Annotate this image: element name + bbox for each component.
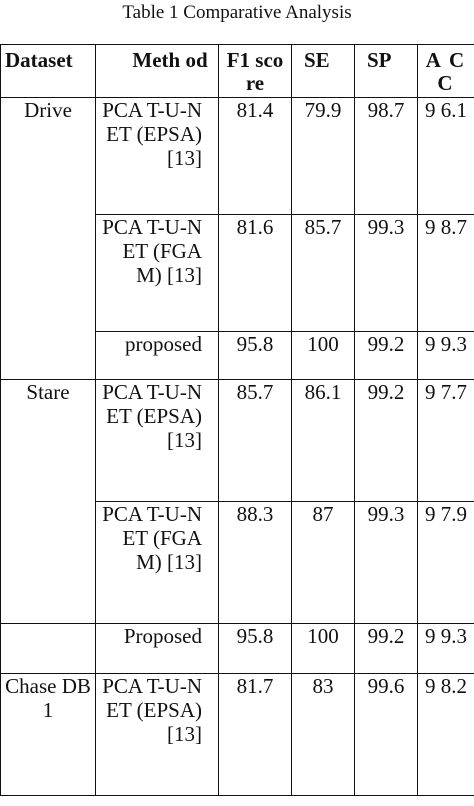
method-cell: PCA T-U-NET (FGAM) [13] xyxy=(95,501,219,624)
acc-cell: 9 8.7 xyxy=(417,214,474,332)
method-cell: PCA T-U-NET (FGAM) [13] xyxy=(95,214,219,332)
se-cell: 86.1 xyxy=(291,379,355,502)
sp-cell: 99.2 xyxy=(354,623,418,674)
dataset-cell: Stare xyxy=(0,379,96,624)
sp-cell: 99.3 xyxy=(354,214,418,332)
acc-cell: 9 9.3 xyxy=(417,331,474,380)
se-cell: 87 xyxy=(291,501,355,624)
sp-cell: 99.2 xyxy=(354,379,418,502)
dataset-cell: Drive xyxy=(0,97,96,380)
header-row: Dataset Meth od F1 score SE SP A CC xyxy=(0,44,474,98)
f1-score-cell: 85.7 xyxy=(218,379,292,502)
sp-cell: 99.6 xyxy=(354,673,418,796)
header-dataset: Dataset xyxy=(0,44,96,98)
table-row: Chase DB1 PCA T-U-NET (EPSA) [13] 81.7 83 99… xyxy=(0,673,474,796)
f1-score-cell: 81.6 xyxy=(218,214,292,332)
table-row: Proposed 95.8 100 99.2 9 9.3 xyxy=(0,623,474,674)
se-cell: 100 xyxy=(291,331,355,380)
table-caption: Table 1 Comparative Analysis xyxy=(122,2,352,23)
se-cell: 83 xyxy=(291,673,355,796)
table-row: proposed 95.8 100 99.2 9 9.3 xyxy=(1,331,474,380)
header-acc: A CC xyxy=(417,44,474,98)
table-row: PCA T-U-NET (FGAM) [13] 81.6 85.7 99.3 9 8.7 xyxy=(1,214,474,332)
method-cell: PCA T-U-NET (EPSA) [13] xyxy=(95,97,219,215)
dataset-cell xyxy=(0,623,96,674)
f1-score-cell: 95.8 xyxy=(218,331,292,380)
method-cell: proposed xyxy=(95,331,219,380)
se-cell: 79.9 xyxy=(291,97,355,215)
header-sp: SP xyxy=(354,44,418,98)
sp-cell: 98.7 xyxy=(354,97,418,215)
f1-score-cell: 88.3 xyxy=(218,501,292,624)
method-cell: PCA T-U-NET (EPSA) [13] xyxy=(95,379,219,502)
method-cell: PCA T-U-NET (EPSA) [13] xyxy=(95,673,219,796)
header-method: Meth od xyxy=(95,44,219,98)
method-cell: Proposed xyxy=(95,623,219,674)
acc-cell: 9 8.2 xyxy=(417,673,474,796)
se-cell: 85.7 xyxy=(291,214,355,332)
f1-score-cell: 81.4 xyxy=(218,97,292,215)
table-row: PCA T-U-NET (FGAM) [13] 88.3 87 99.3 9 7.9 xyxy=(1,501,474,624)
f1-score-cell: 95.8 xyxy=(218,623,292,674)
f1-score-cell: 81.7 xyxy=(218,673,292,796)
table-row: Drive PCA T-U-NET (EPSA) [13] 81.4 79.9 98.7… xyxy=(0,97,474,380)
acc-cell: 9 9.3 xyxy=(417,623,474,674)
se-cell: 100 xyxy=(291,623,355,674)
acc-cell: 9 7.7 xyxy=(417,379,474,502)
header-se: SE xyxy=(291,44,355,98)
sp-cell: 99.2 xyxy=(354,331,418,380)
table-row: Stare PCA T-U-NET (EPSA) [13] 85.7 86.1 99.2… xyxy=(0,379,474,624)
acc-cell: 9 7.9 xyxy=(417,501,474,624)
acc-cell: 9 6.1 xyxy=(417,97,474,215)
header-f1-score: F1 score xyxy=(218,44,292,98)
comparative-analysis-table: Dataset Meth od F1 score SE SP A CC Driv… xyxy=(0,44,474,796)
sp-cell: 99.3 xyxy=(354,501,418,624)
dataset-cell: Chase DB1 xyxy=(0,673,96,796)
